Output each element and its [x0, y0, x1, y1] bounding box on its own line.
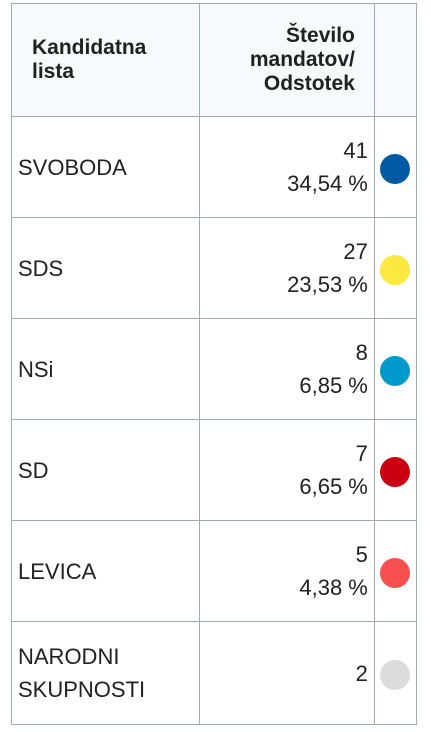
candidate-list-name: NARODNI SKUPNOSTI: [10, 621, 201, 725]
seats-percent-cell: 41 34,54 %: [199, 116, 375, 218]
party-color-cell: [373, 621, 418, 725]
table-row: LEVICA 5 4,38 %: [10, 520, 418, 622]
seat-count: 27: [343, 239, 368, 264]
header-candidate-list[interactable]: Kandidatna lista: [10, 3, 201, 117]
vote-percent: 23,53 %: [287, 272, 368, 297]
table-row: SVOBODA 41 34,54 %: [10, 116, 418, 218]
candidate-list-name: SVOBODA: [10, 116, 201, 218]
seat-count: 41: [343, 138, 368, 163]
party-color-cell: [373, 318, 418, 420]
candidate-list-name: LEVICA: [10, 520, 201, 622]
header-seats-percent[interactable]: Število mandatov/Odstotek: [199, 3, 375, 117]
header-row: Kandidatna lista Število mandatov/Odstotek: [10, 3, 418, 117]
party-color-cell: [373, 520, 418, 622]
vote-percent: 4,38 %: [299, 575, 368, 600]
vote-percent: 6,65 %: [299, 474, 368, 499]
results-table: Kandidatna lista Število mandatov/Odstotek…: [10, 3, 418, 725]
vote-percent: 34,54 %: [287, 171, 368, 196]
seats-percent-cell: 5 4,38 %: [199, 520, 375, 622]
party-color-dot: [380, 659, 411, 690]
candidate-list-name: SD: [10, 419, 201, 521]
party-color-dot: [380, 557, 411, 588]
party-color-cell: [373, 116, 418, 218]
party-color-dot: [380, 153, 411, 184]
header-color: [373, 3, 418, 117]
seats-percent-cell: 27 23,53 %: [199, 217, 375, 319]
table-row: SDS 27 23,53 %: [10, 217, 418, 319]
seat-count: 8: [355, 340, 368, 365]
party-color-cell: [373, 217, 418, 319]
table-row: NSi 8 6,85 %: [10, 318, 418, 420]
seats-percent-cell: 2: [199, 621, 375, 725]
party-color-dot: [380, 355, 411, 386]
party-color-cell: [373, 419, 418, 521]
party-color-dot: [380, 254, 411, 285]
seat-count: 2: [355, 660, 368, 686]
seats-percent-cell: 7 6,65 %: [199, 419, 375, 521]
seats-percent-cell: 8 6,85 %: [199, 318, 375, 420]
table-row: SD 7 6,65 %: [10, 419, 418, 521]
table-row: NARODNI SKUPNOSTI 2: [10, 621, 418, 725]
candidate-list-name: SDS: [10, 217, 201, 319]
seat-count: 5: [355, 542, 368, 567]
candidate-list-name: NSi: [10, 318, 201, 420]
party-color-dot: [380, 456, 411, 487]
vote-percent: 6,85 %: [299, 373, 368, 398]
seat-count: 7: [355, 441, 368, 466]
